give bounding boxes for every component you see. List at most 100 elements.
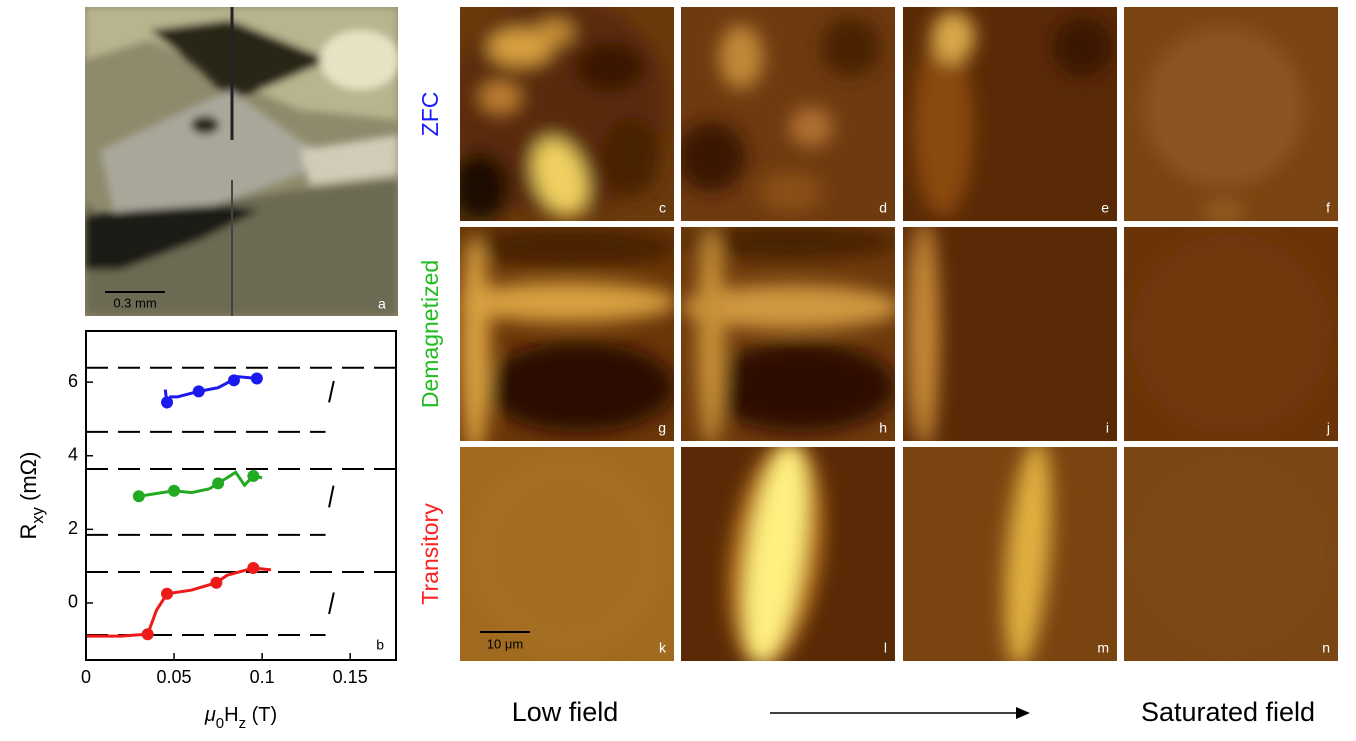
scale-bar-label: 0.3 mm — [113, 295, 156, 310]
data-line — [165, 377, 257, 405]
feature — [457, 282, 677, 322]
xlabel-part: z — [239, 715, 247, 732]
panel-label: d — [879, 200, 887, 216]
panel-features — [450, 0, 670, 223]
feature — [913, 37, 973, 217]
panel-features — [1131, 234, 1331, 434]
y-tick-label: 2 — [68, 518, 78, 538]
ylabel-part: xy — [29, 506, 47, 523]
arrow-head — [1016, 707, 1030, 719]
row-label: Transitory — [417, 503, 443, 605]
scale-bar-label: 10 μm — [487, 636, 523, 651]
panel-label: a — [378, 296, 386, 312]
x-tick-label: 0.15 — [333, 667, 368, 687]
xlabel-part: 0 — [216, 715, 224, 732]
panel-label: n — [1322, 640, 1330, 656]
image-panel: m — [903, 437, 1117, 670]
marker — [212, 477, 224, 489]
panel-label: m — [1097, 640, 1109, 656]
panel-image — [460, 447, 674, 661]
image-panel: c — [450, 0, 674, 223]
marker — [247, 470, 259, 482]
feature — [697, 227, 725, 447]
row-label: Demagnetized — [417, 260, 443, 408]
feature — [1204, 202, 1244, 222]
marker — [228, 374, 240, 386]
panel-label: b — [376, 637, 384, 653]
panel-image — [676, 7, 895, 221]
x-tick-label: 0 — [81, 667, 91, 687]
xlabel: μ0Hz (T) — [204, 704, 277, 732]
panel-label: j — [1326, 420, 1330, 436]
feature — [450, 152, 510, 222]
panel-label: h — [879, 420, 887, 436]
panel-image — [1124, 447, 1338, 661]
x-tick-label: 0.1 — [250, 667, 275, 687]
ylabel-part: (mΩ) — [16, 452, 41, 508]
row-label: ZFC — [417, 92, 443, 137]
y-tick-label: 0 — [68, 592, 78, 612]
feature — [485, 342, 675, 432]
photo — [85, 7, 400, 316]
marker — [161, 588, 173, 600]
data-line — [86, 568, 271, 636]
plot-frame — [86, 331, 396, 660]
feature — [460, 227, 680, 267]
feature — [467, 454, 667, 654]
ylabel-part: R — [16, 524, 41, 540]
figure: 0.3 mm a ZFC c d e f Demagnetized g h i j Transito… — [0, 0, 1356, 736]
panel-label: f — [1326, 200, 1330, 216]
footer-left: Low field — [512, 697, 619, 727]
feature — [1131, 234, 1331, 434]
image-panel: l — [681, 434, 895, 674]
feature — [1144, 27, 1304, 187]
image-panel: e — [903, 7, 1117, 221]
dashed-line — [86, 572, 396, 635]
panel-label: i — [1106, 420, 1109, 436]
image-panel: g — [457, 227, 680, 457]
marker — [210, 577, 222, 589]
panel-features — [467, 454, 667, 654]
feature — [931, 11, 975, 63]
image-panel: k — [460, 447, 674, 661]
marker — [247, 562, 259, 574]
marker — [251, 372, 263, 384]
panel-label: k — [659, 640, 667, 656]
data-line — [139, 472, 262, 496]
ylabel: Rxy (mΩ) — [16, 452, 48, 540]
feature — [1053, 17, 1113, 77]
panel-features — [1131, 454, 1331, 654]
panel-image — [1124, 227, 1338, 441]
xlabel-part: (T) — [246, 704, 277, 726]
panel-image — [891, 219, 1117, 449]
marker — [133, 490, 145, 502]
footer-right: Saturated field — [1141, 697, 1315, 727]
image-panel: j — [1124, 227, 1338, 441]
feature — [460, 237, 490, 457]
x-tick-label: 0.05 — [157, 667, 192, 687]
marker — [142, 628, 154, 640]
chart: 0 2 4 6 0 0.05 0.1 0.15 b μ0Hz (T) Rxy (mΩ) — [16, 331, 396, 732]
panel-image — [457, 227, 680, 457]
image-panel: d — [676, 7, 895, 221]
feature — [600, 117, 660, 197]
y-tick-label: 4 — [68, 445, 78, 465]
panel-label: c — [659, 200, 666, 216]
y-tick-label: 6 — [68, 371, 78, 391]
panel-image — [1124, 7, 1338, 222]
feature — [537, 20, 573, 44]
feature — [480, 82, 520, 112]
panel-label: g — [658, 420, 666, 436]
panel-image — [450, 0, 674, 223]
panel-image — [903, 437, 1117, 670]
image-panel: i — [891, 219, 1117, 449]
marker — [193, 385, 205, 397]
feature — [821, 17, 881, 77]
feature — [706, 342, 896, 432]
panel-label: e — [1101, 200, 1109, 216]
feature — [719, 25, 763, 89]
feature — [789, 107, 833, 147]
marker — [161, 396, 173, 408]
marker — [168, 485, 180, 497]
